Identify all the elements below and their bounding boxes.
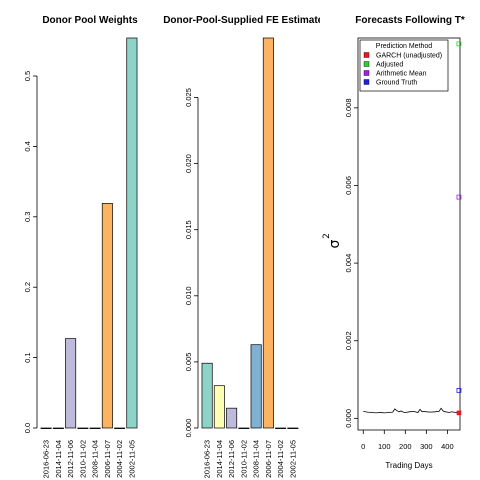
y-tick-label: 0.2 bbox=[23, 282, 32, 292]
legend-title: Prediction Method bbox=[376, 43, 433, 50]
x-tick-label: 2008-11-04 bbox=[252, 440, 261, 478]
x-tick-label: 2014-11-04 bbox=[215, 440, 224, 478]
y-tick-label: 0.000 bbox=[184, 419, 193, 438]
bar bbox=[213, 385, 225, 429]
bar bbox=[201, 362, 213, 429]
legend-swatch bbox=[363, 61, 370, 67]
legend-label: GARCH (unadjusted) bbox=[376, 53, 442, 60]
y-tick-label: 0.1 bbox=[23, 352, 32, 362]
legend-swatch bbox=[363, 52, 370, 58]
bar bbox=[52, 427, 64, 429]
chart-title: Donor Pool Weights bbox=[42, 15, 138, 26]
plot-frame bbox=[357, 37, 461, 431]
bar bbox=[287, 427, 299, 429]
y-tick-label: 0.004 bbox=[344, 254, 353, 273]
legend-label: Arithmetic Mean bbox=[376, 71, 427, 78]
x-tick-label: 2002-11-05 bbox=[288, 440, 297, 478]
y-axis-label: σ bbox=[327, 239, 343, 248]
bar bbox=[226, 407, 238, 429]
x-tick-label: 2004-11-02 bbox=[276, 440, 285, 478]
x-tick-label: 2002-11-05 bbox=[127, 440, 136, 478]
bar bbox=[126, 37, 138, 429]
bar bbox=[101, 203, 113, 429]
forecast-point bbox=[456, 41, 462, 47]
x-tick-label: 2006-11-07 bbox=[264, 440, 273, 478]
x-tick-label: 0 bbox=[361, 442, 365, 451]
legend-swatch bbox=[363, 70, 370, 76]
x-axis-label: Trading Days bbox=[385, 461, 432, 470]
y-tick-label: 0.006 bbox=[344, 176, 353, 195]
y-tick-label: 0.008 bbox=[344, 98, 353, 117]
bar bbox=[275, 427, 287, 429]
legend-label: Adjusted bbox=[376, 62, 403, 69]
x-tick-label: 2016-06-23 bbox=[42, 440, 51, 478]
y-tick-label: 0.025 bbox=[184, 88, 193, 107]
y-tick-label: 0.3 bbox=[23, 212, 32, 222]
chart-title: Donor-Pool-Supplied FE Estimates bbox=[163, 15, 329, 26]
bar bbox=[40, 427, 52, 429]
chart-title: Forecasts Following T* bbox=[355, 15, 465, 26]
x-tick-label: 200 bbox=[399, 442, 412, 451]
bar bbox=[250, 344, 262, 429]
y-tick-label: 0.005 bbox=[184, 353, 193, 372]
bar bbox=[114, 427, 126, 429]
y-axis-label-superscript: 2 bbox=[322, 233, 332, 239]
y-tick-label: 0.0 bbox=[23, 423, 32, 433]
y-tick-label: 0.020 bbox=[184, 154, 193, 173]
forecast-point bbox=[456, 194, 462, 200]
x-tick-label: 2004-11-02 bbox=[115, 440, 124, 478]
bar bbox=[89, 427, 101, 429]
x-tick-label: 2014-11-04 bbox=[54, 440, 63, 478]
forecast-point bbox=[456, 388, 462, 393]
bar bbox=[77, 427, 89, 429]
forecast-point bbox=[456, 410, 462, 416]
bar bbox=[262, 37, 274, 429]
legend-swatch bbox=[363, 79, 370, 85]
y-tick-label: 0.010 bbox=[184, 286, 193, 305]
y-tick-label: 0.4 bbox=[23, 141, 32, 151]
y-tick-label: 0.002 bbox=[344, 331, 353, 350]
x-tick-label: 2010-11-02 bbox=[239, 440, 248, 478]
x-tick-label: 400 bbox=[441, 442, 454, 451]
x-tick-label: 300 bbox=[420, 442, 433, 451]
y-tick-label: 0.5 bbox=[23, 71, 32, 81]
x-tick-label: 100 bbox=[378, 442, 391, 451]
legend-label: Ground Truth bbox=[376, 80, 417, 87]
legend-box bbox=[359, 39, 449, 92]
y-tick-label: 0.000 bbox=[344, 409, 353, 428]
forecasts-chart: Forecasts Following T* 0.000 0.002 0.004 0.0… bbox=[322, 15, 465, 470]
x-tick-label: 2008-11-04 bbox=[91, 440, 100, 478]
x-tick-label: 2006-11-07 bbox=[103, 440, 112, 478]
x-tick-label: 2012-11-06 bbox=[66, 440, 75, 478]
bar bbox=[65, 338, 77, 429]
bar bbox=[238, 427, 250, 429]
donor-pool-weights-chart: Donor Pool Weights 0.0 0.1 0.2 0.3 0.4 0.5 2016… bbox=[23, 15, 138, 478]
series-line bbox=[363, 407, 460, 414]
x-tick-label: 2010-11-02 bbox=[78, 440, 87, 478]
x-tick-label: 2016-06-23 bbox=[203, 440, 212, 478]
fe-estimates-chart: Donor-Pool-Supplied FE Estimates 0.000 0.0… bbox=[163, 15, 329, 478]
x-tick-label: 2012-11-06 bbox=[227, 440, 236, 478]
y-tick-label: 0.015 bbox=[184, 220, 193, 239]
